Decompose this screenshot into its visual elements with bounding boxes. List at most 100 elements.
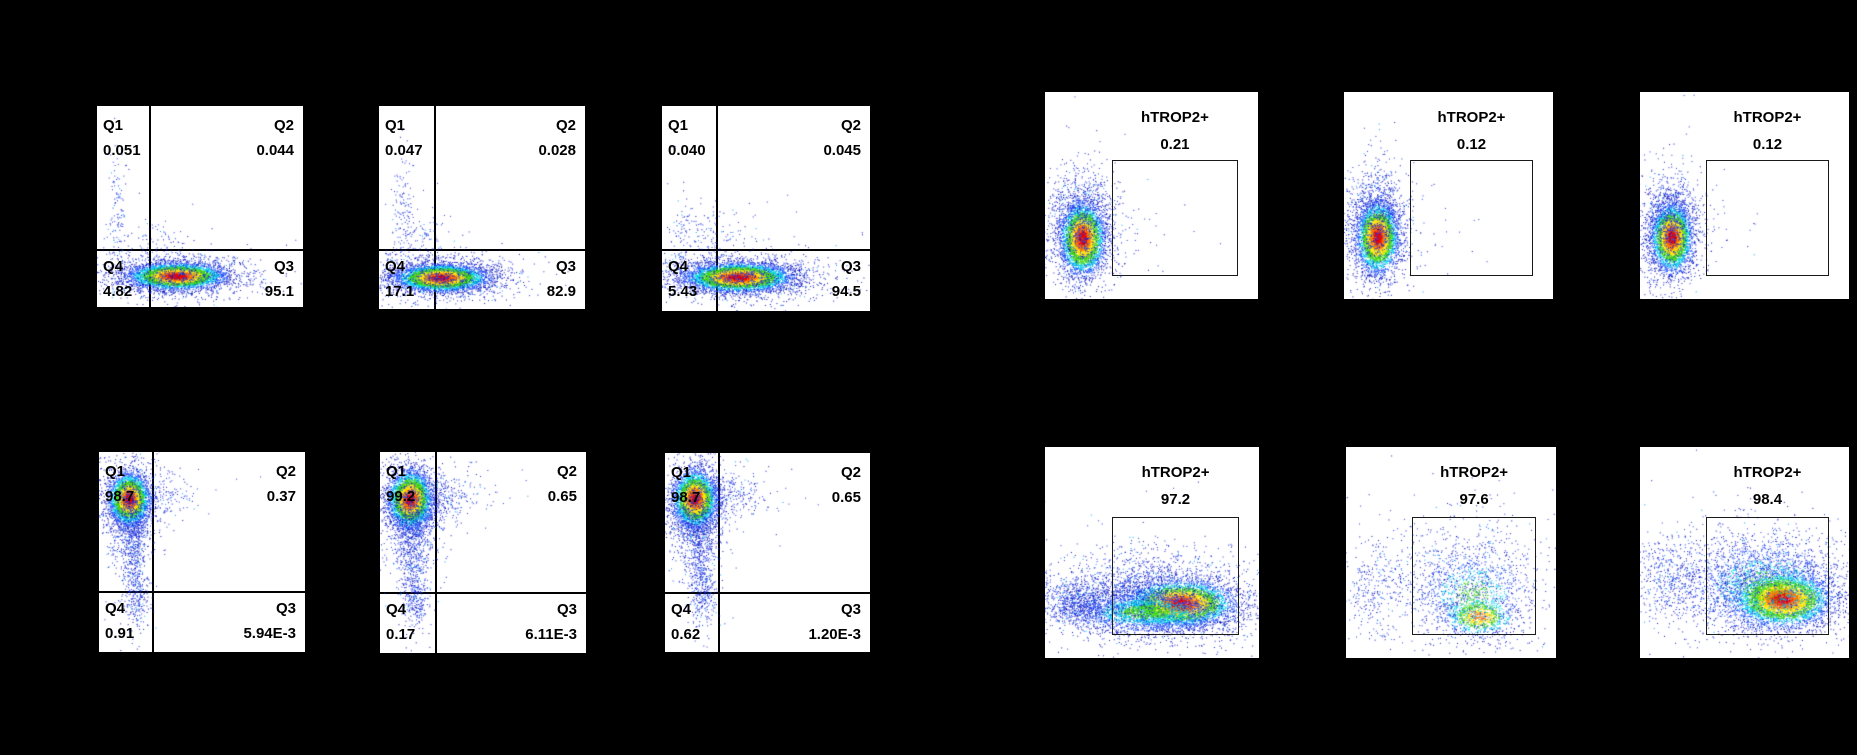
quadrant-q2-stat: Q2 0.045 bbox=[823, 113, 861, 163]
quadrant-q1-stat: Q1 0.040 bbox=[668, 113, 706, 163]
flow-quadrant-plot-row1-col3: Q1 0.040 Q2 0.045 Q4 5.43 Q3 94.5 bbox=[660, 104, 872, 313]
gate-value: 97.6 bbox=[1459, 491, 1489, 508]
quadrant-q4-label: Q4 bbox=[385, 258, 406, 276]
quadrant-q2-label: Q2 bbox=[275, 463, 296, 480]
quadrant-q3-label: Q3 bbox=[273, 257, 294, 275]
scatter-canvas bbox=[1640, 447, 1849, 658]
quadrant-q3-label: Q3 bbox=[275, 600, 296, 617]
quadrant-q3-stat: Q3 6.11E-3 bbox=[525, 597, 577, 647]
flow-gate-plot-row2-col2: hTROP2+ 97.6 bbox=[1344, 445, 1558, 660]
gate-stat: hTROP2+ 0.12 bbox=[1706, 104, 1829, 158]
quadrant-q1-value: 0.047 bbox=[385, 142, 423, 159]
scatter-canvas bbox=[1640, 92, 1849, 299]
quadrant-q4-value: 0.62 bbox=[671, 626, 701, 644]
quadrant-q2-value: 0.65 bbox=[547, 488, 577, 505]
gate-value: 0.12 bbox=[1752, 136, 1783, 153]
flow-gate-plot-row1-col2: hTROP2+ 0.12 bbox=[1342, 90, 1555, 301]
quadrant-q3-value: 1.20E-3 bbox=[808, 626, 861, 644]
scatter-canvas bbox=[1045, 92, 1258, 299]
quadrant-q2-label: Q2 bbox=[273, 117, 294, 134]
quadrant-q4-stat: Q4 0.62 bbox=[671, 597, 700, 647]
quadrant-q4-value: 17.1 bbox=[385, 283, 415, 301]
quadrant-q1-label: Q1 bbox=[668, 117, 689, 134]
gate-value: 0.21 bbox=[1160, 136, 1190, 153]
quadrant-q3-value: 95.1 bbox=[264, 282, 294, 300]
quadrant-q2-value: 0.65 bbox=[831, 489, 861, 506]
scatter-canvas bbox=[97, 106, 303, 307]
quadrant-q2-label: Q2 bbox=[840, 464, 861, 481]
scatter-canvas bbox=[1344, 92, 1553, 299]
quadrant-q1-value: 98.7 bbox=[105, 488, 135, 505]
quadrant-q1-label: Q1 bbox=[103, 117, 124, 134]
quadrant-q1-stat: Q1 98.7 bbox=[671, 460, 700, 510]
quadrant-q1-label: Q1 bbox=[105, 463, 126, 480]
gate-rectangle bbox=[1409, 160, 1534, 277]
scatter-canvas bbox=[379, 106, 585, 309]
scatter-canvas bbox=[380, 452, 586, 653]
quadrant-q4-label: Q4 bbox=[671, 601, 692, 619]
quadrant-q1-value: 0.051 bbox=[103, 142, 141, 159]
quadrant-q3-label: Q3 bbox=[556, 600, 577, 618]
flow-quadrant-plot-row2-col2: Q1 99.2 Q2 0.65 Q4 0.17 Q3 6.11E-3 bbox=[378, 450, 588, 655]
gate-value: 97.2 bbox=[1160, 491, 1191, 508]
quadrant-q2-stat: Q2 0.65 bbox=[832, 460, 861, 510]
quadrant-q4-stat: Q4 0.17 bbox=[386, 597, 415, 647]
quadrant-q3-stat: Q3 94.5 bbox=[832, 254, 861, 304]
quadrant-q2-label: Q2 bbox=[840, 117, 861, 134]
quadrant-q4-label: Q4 bbox=[668, 257, 689, 275]
quadrant-q2-value: 0.044 bbox=[256, 142, 294, 159]
quadrant-q2-stat: Q2 0.37 bbox=[267, 459, 296, 509]
quadrant-q1-value: 99.2 bbox=[386, 488, 416, 505]
gate-label: hTROP2+ bbox=[1733, 109, 1802, 126]
gate-stat: hTROP2+ 98.4 bbox=[1706, 459, 1829, 513]
quadrant-q3-label: Q3 bbox=[840, 257, 861, 275]
quadrant-q1-value: 0.040 bbox=[668, 142, 706, 159]
gate-label: hTROP2+ bbox=[1440, 464, 1509, 481]
gate-rectangle bbox=[1705, 516, 1830, 635]
scatter-canvas bbox=[1346, 447, 1556, 658]
quadrant-q2-value: 0.028 bbox=[538, 142, 576, 159]
quadrant-q4-value: 4.82 bbox=[103, 282, 133, 300]
quadrant-q3-value: 5.94E-3 bbox=[243, 625, 296, 642]
scatter-canvas bbox=[662, 106, 870, 311]
quadrant-q3-label: Q3 bbox=[555, 258, 576, 276]
quadrant-q3-label: Q3 bbox=[840, 601, 861, 619]
flow-quadrant-plot-row2-col1: Q1 98.7 Q2 0.37 Q4 0.91 Q3 5.94E-3 bbox=[97, 450, 307, 654]
quadrant-q2-stat: Q2 0.044 bbox=[256, 113, 294, 163]
quadrant-q1-stat: Q1 0.047 bbox=[385, 113, 423, 163]
quadrant-q4-label: Q4 bbox=[386, 600, 407, 618]
quadrant-q2-stat: Q2 0.028 bbox=[538, 113, 576, 163]
flow-quadrant-plot-row1-col2: Q1 0.047 Q2 0.028 Q4 17.1 Q3 82.9 bbox=[377, 104, 587, 311]
quadrant-q1-stat: Q1 0.051 bbox=[103, 113, 141, 163]
gate-label: hTROP2+ bbox=[1733, 464, 1802, 481]
gate-value: 0.12 bbox=[1456, 136, 1487, 153]
quadrant-q3-value: 6.11E-3 bbox=[525, 625, 577, 643]
quadrant-q4-label: Q4 bbox=[105, 600, 126, 617]
quadrant-q1-stat: Q1 98.7 bbox=[105, 459, 134, 509]
quadrant-q4-stat: Q4 4.82 bbox=[103, 254, 132, 304]
gate-label: hTROP2+ bbox=[1140, 109, 1209, 126]
quadrant-q4-stat: Q4 5.43 bbox=[668, 254, 697, 304]
scatter-canvas bbox=[665, 453, 870, 652]
quadrant-q2-value: 0.37 bbox=[266, 488, 296, 505]
flow-gate-plot-row2-col3: hTROP2+ 98.4 bbox=[1638, 445, 1851, 660]
quadrant-q4-value: 0.91 bbox=[105, 625, 135, 642]
scatter-canvas bbox=[99, 452, 305, 652]
quadrant-q1-label: Q1 bbox=[671, 464, 692, 481]
flow-quadrant-plot-row1-col1: Q1 0.051 Q2 0.044 Q4 4.82 Q3 95.1 bbox=[95, 104, 305, 309]
quadrant-q4-label: Q4 bbox=[103, 257, 124, 275]
flow-gate-plot-row1-col3: hTROP2+ 0.12 bbox=[1638, 90, 1851, 301]
quadrant-q4-stat: Q4 17.1 bbox=[385, 254, 414, 304]
gate-rectangle bbox=[1112, 160, 1238, 277]
quadrant-q3-stat: Q3 1.20E-3 bbox=[808, 597, 861, 647]
quadrant-q2-label: Q2 bbox=[556, 463, 577, 480]
quadrant-q1-stat: Q1 99.2 bbox=[386, 459, 415, 509]
flow-gate-plot-row1-col1: hTROP2+ 0.21 bbox=[1043, 90, 1260, 301]
quadrant-q2-label: Q2 bbox=[555, 117, 576, 134]
flow-quadrant-plot-row2-col3: Q1 98.7 Q2 0.65 Q4 0.62 Q3 1.20E-3 bbox=[663, 451, 872, 654]
quadrant-q3-value: 82.9 bbox=[546, 283, 576, 301]
quadrant-q4-value: 5.43 bbox=[668, 282, 698, 300]
quadrant-q1-label: Q1 bbox=[386, 463, 407, 480]
gate-rectangle bbox=[1412, 516, 1537, 635]
